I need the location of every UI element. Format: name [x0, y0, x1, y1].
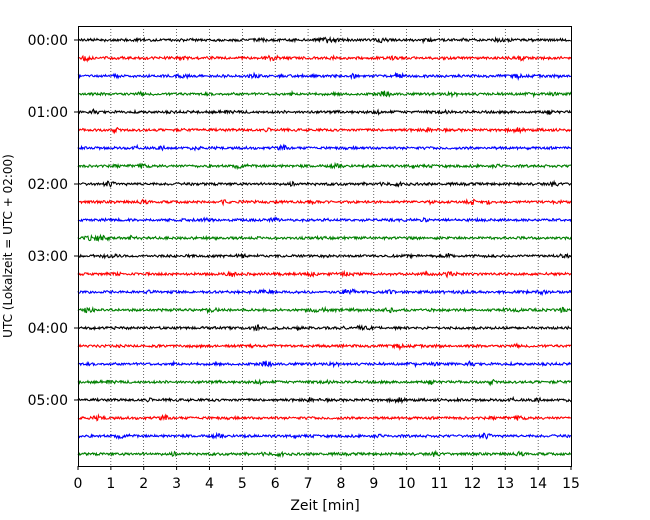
- trace-line: [77, 449, 572, 459]
- x-tick-label: 4: [205, 476, 214, 492]
- x-tick-label: 5: [238, 476, 247, 492]
- x-tick-label: 14: [529, 476, 547, 492]
- y-tick-label: 00:00: [28, 33, 68, 49]
- trace-line: [77, 288, 572, 297]
- y-tick-label: 03:00: [28, 249, 68, 265]
- x-tick-label: 9: [369, 476, 378, 492]
- trace-line: [77, 395, 572, 405]
- trace-line: [77, 323, 572, 332]
- x-tick-label: 1: [106, 476, 115, 492]
- y-tick-label: 04:00: [28, 321, 68, 337]
- seismic-traces: [77, 35, 572, 459]
- trace-line: [77, 198, 572, 207]
- y-tick-label: 01:00: [28, 105, 68, 121]
- trace-line: [77, 108, 572, 116]
- trace-line: [77, 431, 572, 440]
- x-tick-label: 6: [271, 476, 280, 492]
- trace-line: [77, 378, 572, 387]
- trace-line: [77, 126, 572, 135]
- y-axis-label: UTC (Lokalzeit = UTC + 02:00): [1, 154, 15, 338]
- trace-line: [77, 143, 572, 152]
- trace-line: [77, 54, 572, 63]
- trace-line: [77, 89, 572, 99]
- trace-line: [77, 71, 572, 82]
- plot-frame: [78, 26, 572, 467]
- x-tick-label: 10: [398, 476, 416, 492]
- x-tick-label: 3: [172, 476, 181, 492]
- trace-line: [77, 161, 572, 171]
- trace-line: [77, 179, 572, 188]
- x-tick-label: 7: [304, 476, 313, 492]
- x-tick-label: 13: [496, 476, 514, 492]
- trace-line: [77, 413, 572, 422]
- trace-line: [77, 233, 572, 243]
- x-tick-label: 8: [336, 476, 345, 492]
- trace-line: [77, 269, 572, 279]
- trace-line: [77, 252, 572, 260]
- trace-line: [77, 305, 572, 315]
- x-tick-label: 2: [139, 476, 148, 492]
- x-tick-label: 15: [562, 476, 580, 492]
- grid-lines: [110, 26, 539, 466]
- x-tick-label: 0: [74, 476, 83, 492]
- trace-line: [77, 35, 572, 45]
- x-tick-label: 11: [431, 476, 449, 492]
- trace-line: [77, 359, 572, 369]
- trace-line: [77, 215, 572, 224]
- y-axis-ticks: 00:00 01:00 02:00 03:00 04:00 05:00: [28, 33, 78, 409]
- y-tick-label: 02:00: [28, 177, 68, 193]
- trace-line: [77, 342, 572, 352]
- x-tick-label: 12: [463, 476, 481, 492]
- x-axis-ticks: 0 1 2 3 4 5 6 7 8 9 10 11 12 13 14 15: [74, 466, 580, 492]
- x-axis-label: Zeit [min]: [290, 498, 359, 514]
- y-tick-label: 05:00: [28, 393, 68, 409]
